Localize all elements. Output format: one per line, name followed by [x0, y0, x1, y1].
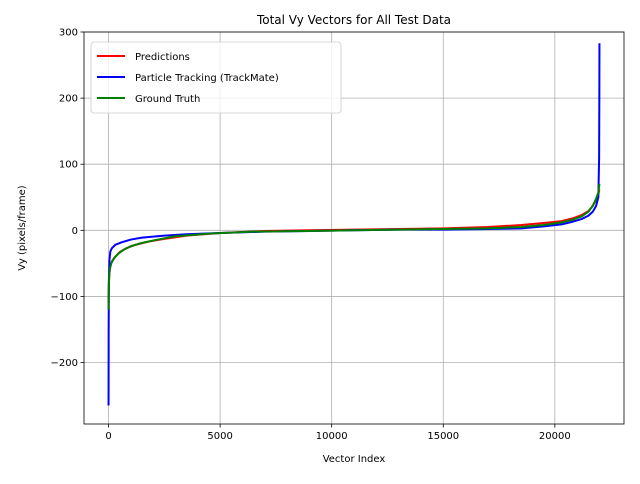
y-tick-label: −100	[51, 292, 78, 303]
legend-label-predictions: Predictions	[135, 52, 190, 63]
series-line-ground-truth	[107, 183, 601, 310]
x-tick-label: 20000	[539, 431, 571, 442]
chart-title: Total Vy Vectors for All Test Data	[256, 13, 451, 27]
series-lines	[107, 43, 601, 406]
legend: Predictions Particle Tracking (TrackMate)…	[90, 41, 342, 114]
x-tick-label: 0	[105, 431, 111, 442]
y-tick-label: 0	[72, 226, 78, 237]
x-axis-label: Vector Index	[323, 454, 386, 465]
y-tick-label: −200	[51, 358, 78, 369]
y-tick-label: 100	[59, 160, 78, 171]
legend-label-particle-tracking-trackmate: Particle Tracking (TrackMate)	[135, 73, 279, 84]
x-tick-label: 15000	[427, 431, 459, 442]
plot-frame	[83, 31, 625, 425]
x-tick-label: 10000	[316, 431, 348, 442]
legend-box	[90, 41, 342, 114]
x-tick-label: 5000	[207, 431, 232, 442]
y-tick-label: 300	[59, 28, 78, 39]
legend-label-ground-truth: Ground Truth	[135, 94, 200, 105]
y-axis-label: Vy (pixels/frame)	[17, 185, 28, 270]
y-tick-label: 200	[59, 94, 78, 105]
axis-ticks: 0 5000 10000 15000 20000 −200 −100 0 100 200 300	[51, 28, 571, 443]
